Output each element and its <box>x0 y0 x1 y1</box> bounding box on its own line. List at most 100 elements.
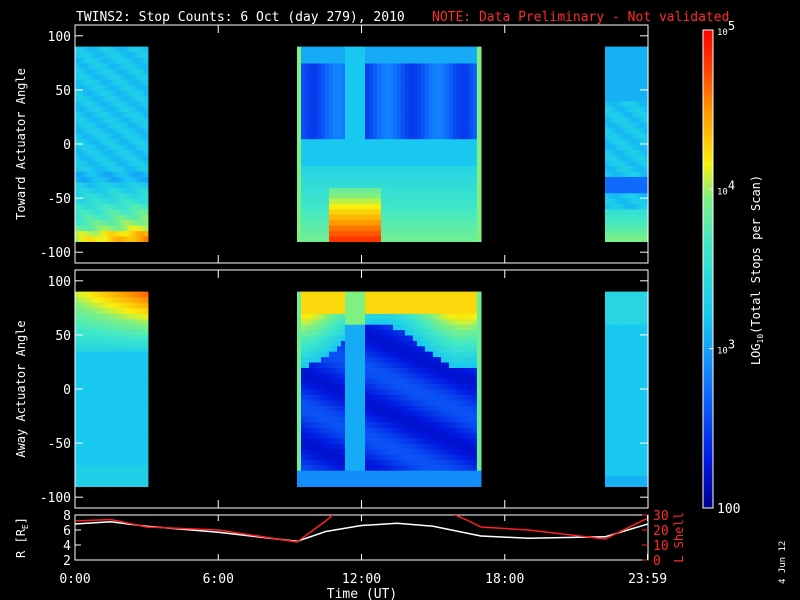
heatmap-cell <box>612 95 618 102</box>
heatmap-cell <box>381 117 386 123</box>
heatmap-cell <box>640 133 645 140</box>
heatmap-cell <box>400 144 406 150</box>
heatmap-cell <box>464 52 470 58</box>
heatmap-cell <box>337 334 342 341</box>
heatmap-cell <box>412 356 418 363</box>
heatmap-cell <box>365 399 370 406</box>
heatmap-cell <box>385 378 390 385</box>
heatmap-cell <box>444 144 450 150</box>
heatmap-cell <box>79 160 84 167</box>
heatmap-cell <box>329 302 334 309</box>
heatmap-cell <box>87 144 92 150</box>
heatmap-cell <box>127 208 133 215</box>
heatmap-cell <box>325 448 330 455</box>
heatmap-cell <box>309 470 314 477</box>
heatmap-cell <box>424 448 430 455</box>
heatmap-cell <box>404 324 410 331</box>
heatmap-cell <box>381 160 386 167</box>
heatmap-cell <box>123 154 129 161</box>
heatmap-cell <box>472 100 478 107</box>
heatmap-cell <box>313 394 318 401</box>
heatmap-cell <box>297 421 302 428</box>
heatmap-cell <box>313 225 318 232</box>
heatmap-cell <box>333 79 338 86</box>
heatmap-cell <box>389 426 394 433</box>
heatmap-cell <box>305 160 310 167</box>
heatmap-cell <box>428 470 434 477</box>
heatmap-cell <box>440 133 446 140</box>
heatmap-cell <box>127 106 133 113</box>
heatmap-cell <box>436 481 442 487</box>
heatmap-cell <box>349 410 354 417</box>
heatmap-cell <box>396 73 402 80</box>
heatmap-cell <box>143 138 149 145</box>
heatmap-cell <box>472 84 478 91</box>
heatmap-cell <box>139 405 145 412</box>
heatmap-cell <box>440 443 446 450</box>
heatmap-cell <box>432 378 438 385</box>
heatmap-cell <box>385 334 390 341</box>
heatmap-cell <box>349 208 354 215</box>
heatmap-cell <box>420 378 426 385</box>
heatmap-cell <box>91 236 96 242</box>
heatmap-cell <box>301 46 306 53</box>
heatmap-cell <box>115 203 121 210</box>
heatmap-cell <box>393 154 398 161</box>
heatmap-cell <box>321 334 326 341</box>
heatmap-cell <box>420 318 426 325</box>
heatmap-cell <box>305 324 310 331</box>
heatmap-cell <box>107 111 112 118</box>
heatmap-cell <box>381 106 386 113</box>
heatmap-cell <box>131 302 137 309</box>
heatmap-cell <box>444 138 450 145</box>
heatmap-cell <box>119 149 125 156</box>
heatmap-cell <box>301 208 306 215</box>
heatmap-cell <box>416 181 422 188</box>
heatmap-cell <box>636 57 641 64</box>
heatmap-cell <box>111 171 116 177</box>
heatmap-cell <box>400 208 406 215</box>
heatmap-cell <box>464 302 470 309</box>
heatmap-cell <box>357 117 362 123</box>
heatmap-cell <box>452 214 458 221</box>
heatmap-cell <box>436 95 442 102</box>
heatmap-cell <box>95 149 100 156</box>
heatmap-cell <box>349 171 354 177</box>
heatmap-cell <box>91 416 96 422</box>
heatmap-cell <box>143 378 149 385</box>
heatmap-cell <box>624 100 630 107</box>
heatmap-cell <box>632 176 637 183</box>
heatmap-cell <box>389 89 394 96</box>
heatmap-cell <box>75 475 80 482</box>
heatmap-cell <box>91 138 96 145</box>
heatmap-cell <box>317 459 322 466</box>
heatmap-cell <box>115 453 121 460</box>
heatmap-cell <box>436 230 442 237</box>
heatmap-cell <box>317 57 322 64</box>
heatmap-cell <box>369 367 374 374</box>
heatmap-cell <box>131 111 137 118</box>
heatmap-cell <box>620 236 626 242</box>
heatmap-cell <box>385 302 390 309</box>
heatmap-cell <box>119 89 125 96</box>
heatmap-cell <box>436 426 442 433</box>
heatmap-cell <box>412 351 418 358</box>
heatmap-cell <box>91 219 96 226</box>
heatmap-cell <box>448 426 454 433</box>
heatmap-cell <box>393 356 398 363</box>
heatmap-cell <box>385 443 390 450</box>
heatmap-cell <box>87 219 92 226</box>
heatmap-cell <box>95 225 100 232</box>
heatmap-cell <box>357 340 362 347</box>
heatmap-cell <box>131 46 137 53</box>
heatmap-cell <box>91 383 96 390</box>
heatmap-cell <box>361 307 366 314</box>
heatmap-cell <box>309 410 314 417</box>
heatmap-cell <box>329 214 334 221</box>
heatmap-cell <box>404 208 410 215</box>
heatmap-cell <box>107 443 112 450</box>
heatmap-cell <box>87 79 92 86</box>
heatmap-cell <box>309 313 314 320</box>
heatmap-cell <box>400 165 406 172</box>
heatmap-cell <box>107 459 112 466</box>
